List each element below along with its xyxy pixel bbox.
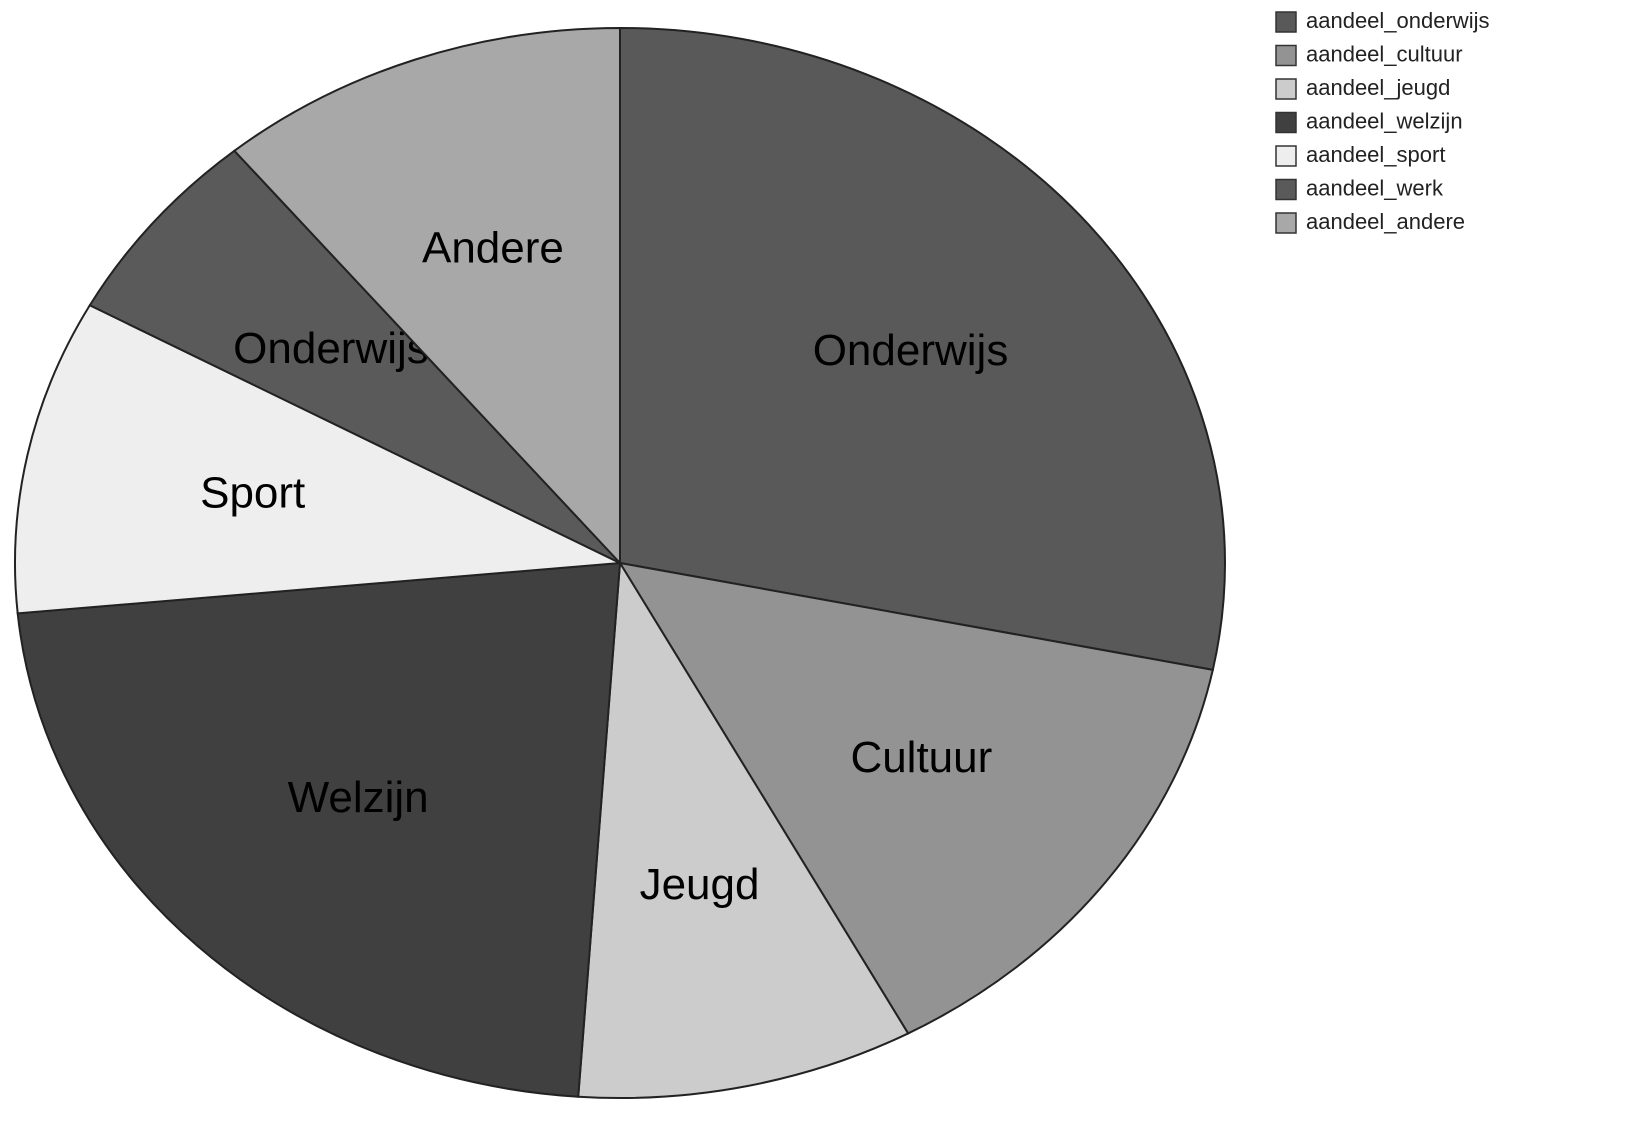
legend-label: aandeel_cultuur	[1306, 41, 1463, 66]
legend-swatch	[1275, 44, 1297, 67]
pie-slice	[16, 561, 622, 1098]
pie-slice	[617, 561, 1215, 1035]
slice-label: Onderwijs	[813, 326, 1009, 375]
slice-label: Andere	[422, 224, 564, 273]
legend-swatch	[1275, 145, 1297, 167]
legend-label: aandeel_werk	[1306, 175, 1444, 200]
legend-label: aandeel_jeugd	[1306, 75, 1450, 100]
legend-label: aandeel_sport	[1306, 142, 1445, 167]
slice-label: Welzijn	[288, 773, 429, 822]
legend-label: aandeel_welzijn	[1306, 108, 1463, 133]
slice-label: Cultuur	[850, 733, 992, 782]
slice-label: Onderwijs	[233, 324, 429, 373]
legend-swatch	[1275, 111, 1297, 134]
slice-label: Sport	[200, 468, 305, 517]
legend-swatch	[1275, 78, 1297, 100]
legend-label: aandeel_onderwijs	[1306, 8, 1489, 33]
pie-slice	[619, 26, 1226, 671]
slice-label: Jeugd	[640, 860, 760, 909]
legend-swatch	[1275, 11, 1297, 33]
pie-slice	[577, 559, 910, 1099]
legend-label: aandeel_andere	[1306, 209, 1465, 234]
pie-slice	[88, 149, 621, 564]
pie-slice	[232, 26, 621, 566]
legend-swatch	[1275, 212, 1297, 234]
pie-slice	[14, 303, 624, 615]
legend-swatch	[1275, 178, 1297, 201]
